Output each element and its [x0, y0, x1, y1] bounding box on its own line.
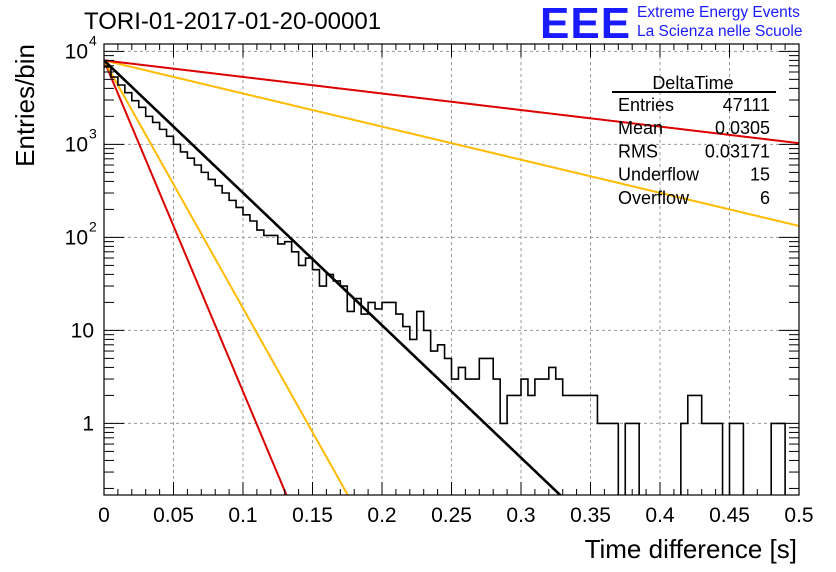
- chart-title: TORI-01-2017-01-20-00001: [84, 8, 382, 35]
- stats-label: Overflow: [618, 188, 690, 208]
- histogram-steps: [104, 66, 786, 495]
- stats-label: RMS: [618, 141, 658, 161]
- axes: 0 0.05 0.1 0.15 0.2 0.25 0.3 0.35 0.4 0.45 0.510 41…: [10, 32, 814, 564]
- stats-label: Entries: [618, 95, 674, 115]
- grid: [104, 44, 799, 495]
- x-tick-label: 0.4: [645, 504, 675, 527]
- x-tick-label: 0.25: [431, 504, 472, 527]
- stats-value: 0.03171: [705, 141, 770, 161]
- histogram: [104, 66, 786, 495]
- stats-title: DeltaTime: [652, 73, 733, 93]
- logo-line-1: Extreme Energy Events: [637, 4, 800, 21]
- x-tick-label: 0.35: [570, 504, 611, 527]
- y-tick-exponent: 2: [89, 218, 97, 234]
- x-axis-label: Time difference [s]: [585, 534, 797, 564]
- x-tick-label: 0.2: [367, 504, 396, 527]
- exponential-curve: [104, 59, 799, 227]
- stats-label: Mean: [618, 118, 663, 138]
- x-tick-label: 0.1: [228, 504, 257, 527]
- y-tick-label: 10: [65, 133, 88, 156]
- exponential-curve: [104, 59, 288, 495]
- y-tick-exponent: 4: [89, 32, 97, 48]
- plot-frame: [103, 43, 800, 496]
- stats-value: 47111: [723, 95, 770, 115]
- x-tick-label: 0.3: [506, 504, 535, 527]
- logo-line-2: La Scienza nelle Scuole: [637, 23, 803, 40]
- x-tick-label: 0.05: [153, 504, 194, 527]
- stats-value: 6: [760, 188, 770, 208]
- x-tick-label: 0.15: [292, 504, 333, 527]
- logo-text: Extreme Energy Events La Scienza nelle S…: [637, 3, 802, 41]
- y-tick-exponent: 3: [89, 125, 97, 141]
- y-axis-label: Entries/bin: [10, 44, 40, 167]
- x-tick-label: 0.45: [709, 504, 750, 527]
- exponential-curve: [104, 59, 349, 495]
- y-tick-label: 10: [65, 226, 88, 249]
- y-tick-label: 1: [82, 412, 94, 435]
- x-tick-label: 0.5: [784, 504, 813, 527]
- eee-logo: EEE: [540, 0, 632, 48]
- stats-value: 15: [750, 165, 770, 185]
- stats-label: Underflow: [618, 165, 700, 185]
- x-tick-label: 0: [98, 504, 110, 527]
- y-tick-label: 10: [65, 40, 88, 63]
- stats-value: 0.0305: [715, 118, 770, 138]
- y-tick-label: 10: [71, 319, 94, 342]
- exponential-curve: [104, 59, 799, 145]
